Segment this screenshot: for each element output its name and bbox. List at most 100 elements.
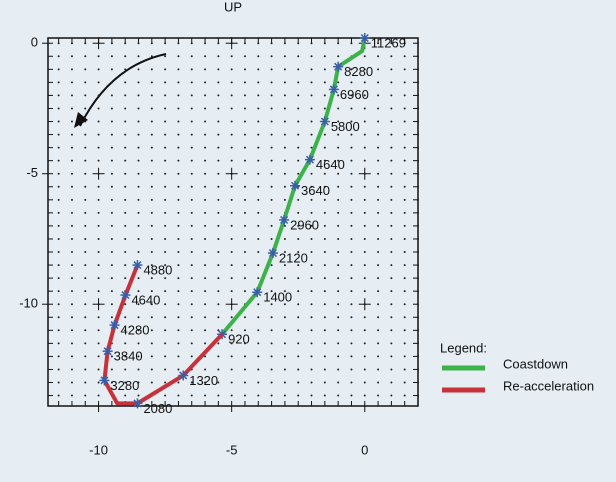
grid-dot [57,355,60,358]
grid-dot [390,68,393,71]
grid-dot [377,55,380,58]
grid-dot [297,146,300,149]
grid-dot [390,290,393,293]
grid-dot [110,355,113,358]
grid-dot [164,94,167,97]
grid-dot [270,316,273,319]
grid-dot [270,68,273,71]
grid-dot [270,355,273,358]
grid-dot [270,185,273,188]
grid-dot [137,342,140,345]
grid-dot [243,68,246,71]
grid-dot [97,68,100,71]
grid-dot [257,133,260,136]
grid-dot [377,277,380,280]
grid-dot [283,342,286,345]
grid-dot [270,290,273,293]
grid-dot [217,55,220,58]
point-marker [319,116,330,127]
grid-dot [403,224,406,227]
grid-dot [377,316,380,319]
grid-dot [403,159,406,162]
grid-dot [350,198,353,201]
grid-dot [110,290,113,293]
grid-dot [97,198,100,201]
marker-stroke [100,376,109,385]
grid-dot [377,355,380,358]
grid-dot [217,251,220,254]
grid-dot [84,42,87,45]
point-marker [109,320,120,331]
grid-dot [70,277,73,280]
grid-dot [310,172,313,175]
grid-dot [217,211,220,214]
grid-dot [403,94,406,97]
grid-dot [337,146,340,149]
grid-dot [257,342,260,345]
grid-dot [177,237,180,240]
point-label: 5800 [331,119,360,134]
grid-dot [377,81,380,84]
grid-dot [350,316,353,319]
grid-dot [204,237,207,240]
grid-dot [97,211,100,214]
point-label: 1320 [189,373,218,388]
grid-dot [390,198,393,201]
grid-dot [337,120,340,123]
grid-dot [217,81,220,84]
grid-dot [177,120,180,123]
grid-dot [243,198,246,201]
grid-dot [323,303,326,306]
grid-dot [177,146,180,149]
grid-dot [363,94,366,97]
grid-dot [97,146,100,149]
grid-dot [190,185,193,188]
grid-dot [403,133,406,136]
grid-dot [190,381,193,384]
point-label: 920 [228,332,250,347]
grid-dot [164,68,167,71]
grid-dot [190,342,193,345]
grid-dot [124,264,127,267]
grid-dot [177,185,180,188]
grid-dot [390,394,393,397]
grid-dot [204,342,207,345]
grid-dot [297,211,300,214]
grid-dot [190,316,193,319]
grid-dot [297,237,300,240]
grid-dot [124,185,127,188]
grid-dot [110,146,113,149]
grid-dot [150,277,153,280]
grid-dot [164,394,167,397]
grid-dot [377,172,380,175]
grid-dot [350,381,353,384]
grid-dot [363,316,366,319]
grid-dot [150,159,153,162]
grid-dot [70,172,73,175]
grid-dot [97,342,100,345]
grid-dot [177,277,180,280]
grid-dot [150,146,153,149]
grid-dot [177,264,180,267]
grid-dot [110,133,113,136]
grid-dot [243,81,246,84]
grid-dot [230,251,233,254]
grid-dot [137,237,140,240]
grid-dot [110,42,113,45]
grid-dot [363,290,366,293]
point-marker [333,61,344,72]
grid-dot [377,303,380,306]
grid-dot [70,198,73,201]
grid-dot [177,81,180,84]
grid-dot [243,381,246,384]
grid-dot [270,146,273,149]
x-tick-label: 0 [361,442,368,457]
point-label: 2960 [290,217,319,232]
grid-dot [204,224,207,227]
grid-dot [177,224,180,227]
grid-dot [243,237,246,240]
grid-dot [84,120,87,123]
grid-dot [363,133,366,136]
grid-dot [137,224,140,227]
grid-dot [337,264,340,267]
